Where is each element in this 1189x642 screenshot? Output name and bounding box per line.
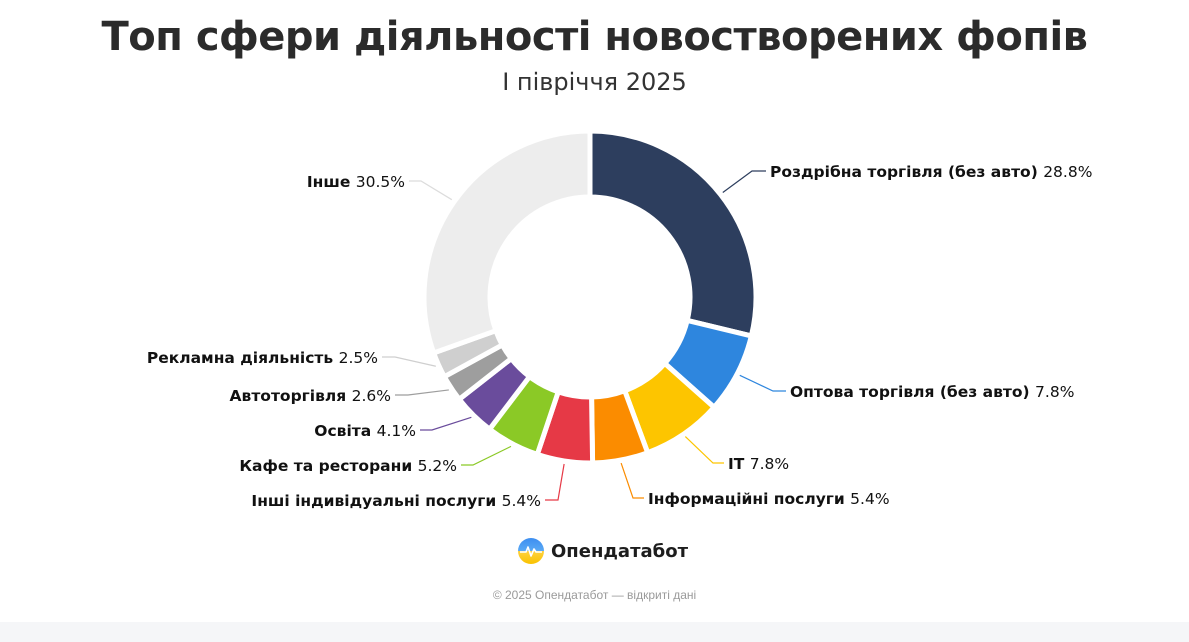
slice-0[interactable] (587, 128, 759, 339)
slice-label-value-1: 7.8% (1035, 383, 1074, 401)
leader-line-9 (409, 180, 453, 201)
leader-line-0 (722, 170, 766, 193)
chart-subtitle: І півріччя 2025 (502, 68, 687, 96)
brand-name: Опендатабот (551, 540, 689, 562)
slice-label-name-9: Інше (307, 173, 356, 191)
opendatabot-logo-icon (518, 538, 544, 564)
leader-line-3 (620, 462, 644, 499)
slice-label-name-5: Кафе та ресторани (239, 457, 417, 475)
slice-label-8: Рекламна діяльність 2.5% (147, 349, 378, 367)
slice-label-value-9: 30.5% (356, 173, 405, 191)
slice-label-7: Автоторгівля 2.6% (230, 387, 391, 405)
slice-label-name-3: Інформаційні послуги (648, 490, 850, 508)
leader-line-8 (382, 356, 436, 367)
slice-label-value-4: 5.4% (502, 492, 541, 510)
brand: Опендатабот (517, 535, 688, 567)
slice-label-name-2: IT (728, 455, 750, 473)
slice-label-value-5: 5.2% (418, 457, 457, 475)
slice-label-value-2: 7.8% (750, 455, 789, 473)
slice-label-3: Інформаційні послуги 5.4% (648, 490, 890, 508)
slice-label-6: Освіта 4.1% (314, 422, 416, 440)
slice-label-value-7: 2.6% (352, 387, 391, 405)
slice-label-0: Роздрібна торгівля (без авто) 28.8% (770, 163, 1092, 181)
slice-label-name-0: Роздрібна торгівля (без авто) (770, 163, 1043, 181)
slice-label-9: Інше 30.5% (307, 173, 405, 191)
slice-label-name-8: Рекламна діяльність (147, 349, 339, 367)
leader-line-6 (420, 416, 472, 431)
slice-label-value-0: 28.8% (1043, 163, 1092, 181)
leader-line-1 (739, 374, 786, 392)
leader-line-7 (395, 389, 449, 396)
footer-copyright: © 2025 Опендатабот — відкриті дані (492, 588, 697, 602)
chart-title: Топ сфери діяльності новостворених фопів (101, 14, 1088, 60)
slice-label-1: Оптова торгівля (без авто) 7.8% (790, 383, 1074, 401)
slice-label-2: IT 7.8% (728, 455, 789, 473)
bottom-band (0, 622, 1189, 642)
leader-line-5 (461, 445, 512, 466)
slice-label-value-6: 4.1% (377, 422, 416, 440)
slice-label-value-8: 2.5% (339, 349, 378, 367)
slice-label-value-3: 5.4% (850, 490, 889, 508)
leader-line-2 (684, 436, 724, 464)
slice-9[interactable] (421, 128, 593, 356)
slice-label-5: Кафе та ресторани 5.2% (239, 457, 457, 475)
slice-label-name-1: Оптова торгівля (без авто) (790, 383, 1035, 401)
slice-label-4: Інші індивідуальні послуги 5.4% (251, 492, 541, 510)
slice-label-name-4: Інші індивідуальні послуги (251, 492, 501, 510)
slice-label-name-7: Автоторгівля (230, 387, 352, 405)
slice-label-name-6: Освіта (314, 422, 376, 440)
leader-line-4 (545, 463, 565, 501)
